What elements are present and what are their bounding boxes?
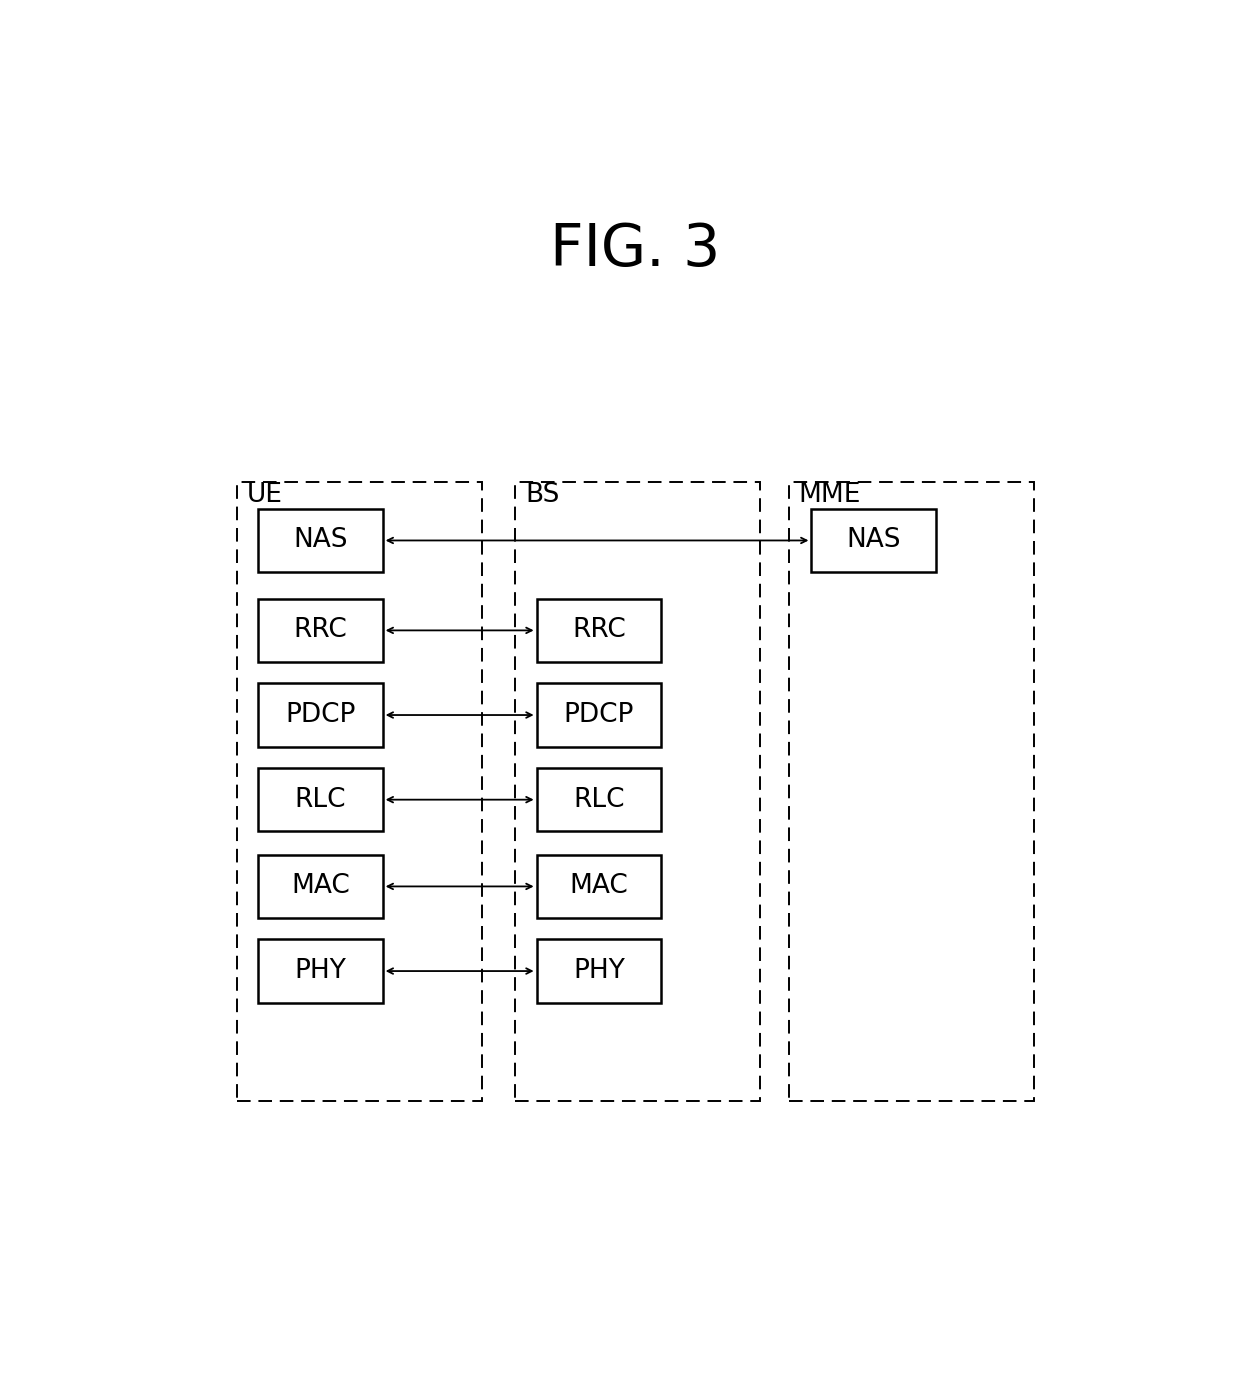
Text: UE: UE — [247, 482, 283, 508]
Text: PDCP: PDCP — [564, 702, 634, 728]
Bar — [258, 683, 383, 747]
Text: PHY: PHY — [294, 958, 346, 984]
Bar — [537, 683, 661, 747]
Text: FIG. 3: FIG. 3 — [551, 221, 720, 278]
Text: RLC: RLC — [295, 787, 346, 812]
Text: BS: BS — [525, 482, 559, 508]
Bar — [516, 482, 760, 1101]
Text: RRC: RRC — [294, 617, 347, 643]
Text: NAS: NAS — [293, 528, 347, 554]
Text: MAC: MAC — [291, 874, 350, 900]
Bar — [237, 482, 481, 1101]
Bar — [537, 855, 661, 918]
Bar — [258, 508, 383, 572]
Text: RRC: RRC — [572, 617, 626, 643]
Bar — [258, 855, 383, 918]
Bar — [537, 940, 661, 1003]
Bar — [537, 768, 661, 831]
Text: MME: MME — [799, 482, 862, 508]
Text: MAC: MAC — [569, 874, 629, 900]
Text: PHY: PHY — [573, 958, 625, 984]
Bar — [789, 482, 1034, 1101]
Bar — [537, 599, 661, 662]
Bar — [258, 599, 383, 662]
Bar — [258, 940, 383, 1003]
Text: NAS: NAS — [847, 528, 901, 554]
Text: PDCP: PDCP — [285, 702, 356, 728]
Bar — [258, 768, 383, 831]
Bar — [811, 508, 936, 572]
Text: RLC: RLC — [573, 787, 625, 812]
